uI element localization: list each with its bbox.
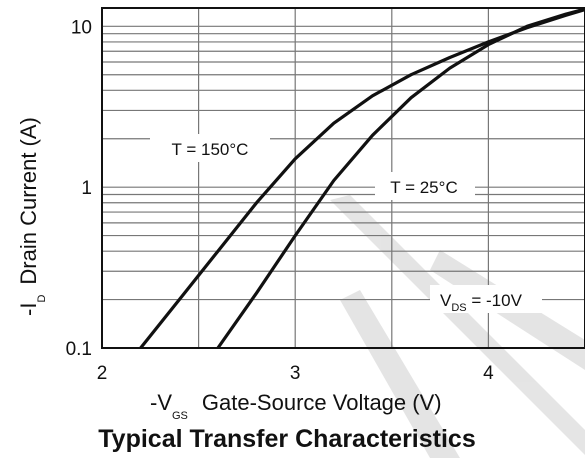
annotation-vds: VDS = -10V [440, 291, 523, 314]
x-axis-title: -VGSGate-Source Voltage (V) [150, 390, 442, 422]
annot-vds-bg [430, 285, 542, 313]
y-tick-label: 10 [71, 17, 92, 38]
x-tick-label: 3 [290, 363, 301, 384]
y-tick-labels: 0.1 1 10 [66, 17, 92, 360]
annot-25-bg [375, 172, 475, 200]
x-tick-labels: 2 3 4 [97, 363, 494, 384]
annot-150-bg [150, 134, 270, 162]
x-tick-label: 4 [483, 363, 494, 384]
annotation-t150: T = 150°C [172, 140, 249, 159]
y-axis-title: -IDDrain Current (A) [16, 117, 48, 316]
x-tick-label: 2 [97, 363, 108, 384]
y-tick-label: 0.1 [66, 339, 92, 360]
grid [102, 8, 585, 348]
y-tick-label: 1 [81, 178, 92, 199]
plot-area-frame [101, 7, 585, 349]
annotation-t25: T = 25°C [390, 178, 457, 197]
watermark [330, 195, 585, 458]
series-line-1 [216, 7, 585, 349]
chart-title: Typical Transfer Characteristics [98, 425, 476, 453]
series-layer [139, 7, 585, 349]
